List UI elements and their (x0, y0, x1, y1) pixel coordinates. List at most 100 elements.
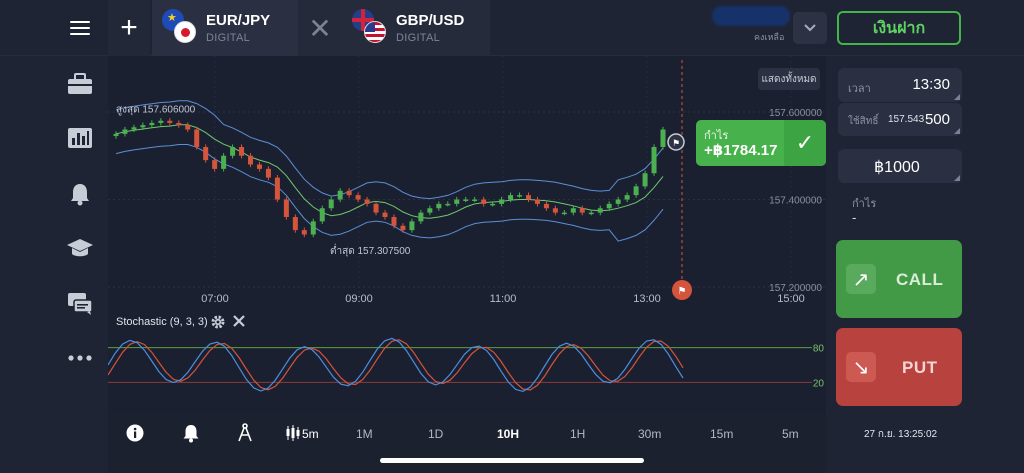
expiry-time-selector[interactable]: เวลา 13:30 (838, 68, 962, 102)
call-button[interactable]: ↗ CALL (836, 240, 962, 318)
timeframe-1H[interactable]: 1H (570, 427, 586, 441)
portfolio-button[interactable] (64, 70, 96, 98)
strike-price: 157.543 (888, 114, 925, 125)
position-profit-value: +฿1784.17 (704, 142, 778, 159)
candle (508, 195, 514, 200)
candle (319, 208, 325, 222)
candle (418, 212, 424, 222)
deposit-button[interactable]: เงินฝาก (837, 11, 961, 45)
bollinger-lower-line (115, 144, 664, 242)
candle (239, 147, 245, 156)
candle (158, 120, 164, 123)
gear-icon (211, 315, 225, 329)
candle (355, 195, 361, 200)
candle (274, 177, 280, 200)
candle (364, 199, 370, 204)
candle (301, 230, 307, 235)
candle (230, 147, 236, 156)
investment-amount-input[interactable]: ฿1000 (838, 149, 962, 183)
info-button[interactable] (124, 422, 146, 444)
candle (131, 127, 137, 130)
candles-icon (286, 425, 300, 441)
graduation-cap-icon (67, 239, 93, 257)
more-button[interactable] (64, 344, 96, 372)
alerts-button[interactable] (180, 422, 202, 444)
open-position-profit-card[interactable]: กำไร +฿1784.17 ✓ (696, 120, 826, 166)
bollinger-upper-line (115, 100, 664, 200)
candle (391, 217, 397, 226)
show-all-button[interactable]: แสดงทั้งหมด (758, 68, 820, 90)
price-chart[interactable]: 157.600000 157.400000 157.200000 07:00 09:00… (108, 56, 826, 413)
candle (221, 155, 227, 169)
candle (203, 147, 209, 161)
timeframe-1D[interactable]: 1D (428, 427, 444, 441)
put-label: PUT (902, 358, 938, 377)
put-button[interactable]: ↘ PUT (836, 328, 962, 406)
candle (122, 129, 128, 134)
candle (606, 203, 612, 209)
menu-button[interactable] (60, 10, 100, 46)
home-indicator[interactable] (380, 458, 644, 463)
candle (472, 199, 478, 201)
strike-label: ใช้สิทธิ์ (848, 116, 879, 127)
candle (176, 122, 182, 126)
add-asset-button[interactable]: + (108, 0, 150, 56)
time-tick-label: 15:00 (777, 293, 805, 305)
drawing-tools-button[interactable] (234, 422, 256, 444)
close-position-button[interactable]: ✓ (784, 120, 826, 166)
time-tick-label: 09:00 (345, 293, 373, 305)
info-icon (126, 424, 144, 442)
close-icon: ✕ (308, 12, 332, 44)
price-tick-label: 157.400000 (769, 196, 822, 207)
candle (552, 208, 558, 213)
chart-area[interactable] (108, 56, 826, 413)
candle (373, 203, 379, 213)
close-tab-button[interactable]: ✕ (298, 0, 342, 56)
timeframe-15m[interactable]: 15m (710, 427, 734, 441)
candle (534, 199, 540, 204)
stoch-level-label: 20 (813, 378, 825, 389)
timeframe-5m[interactable]: 5m (782, 427, 799, 441)
left-sidebar (0, 56, 108, 473)
candle (328, 199, 334, 209)
position-profit-label: กำไร (704, 130, 729, 142)
education-button[interactable] (64, 234, 96, 262)
tab-kind-label: DIGITAL (396, 32, 441, 44)
moving-average-line (115, 124, 664, 219)
expected-profit-label: กำไร (852, 198, 877, 210)
candle-interval-label[interactable]: 5m (302, 427, 319, 441)
bar-chart-icon (68, 128, 92, 148)
balance-dropdown-button[interactable] (793, 12, 827, 44)
analytics-button[interactable] (64, 124, 96, 152)
candle (543, 203, 549, 209)
bell-icon (71, 184, 89, 206)
candle (624, 195, 630, 200)
investment-amount-value: ฿1000 (874, 159, 920, 176)
close-icon (233, 315, 245, 327)
timeframe-30m[interactable]: 30m (638, 427, 662, 441)
chat-button[interactable] (64, 290, 96, 318)
candle (454, 199, 460, 204)
balance-value-hidden[interactable] (712, 6, 790, 26)
candle (212, 160, 218, 169)
gbp-usd-flags-icon (352, 9, 388, 47)
candle (579, 208, 585, 213)
expiry-time-label: เวลา (848, 83, 871, 95)
notifications-button[interactable] (64, 180, 96, 208)
indicator-remove-button[interactable] (232, 314, 246, 333)
tab-pair-label: EUR/JPY (206, 12, 271, 29)
indicator-settings-button[interactable] (210, 314, 226, 335)
tab-gbpusd[interactable]: GBP/USD DIGITAL (342, 0, 490, 56)
candle (382, 212, 388, 217)
price-tick-label: 157.200000 (769, 283, 822, 294)
candle-type-button[interactable] (284, 422, 302, 444)
stoch-level-label: 80 (813, 344, 825, 355)
tab-eurjpy[interactable]: EUR/JPY DIGITAL (152, 0, 298, 56)
candle (633, 186, 639, 196)
candle (248, 155, 254, 165)
timeframe-10H[interactable]: 10H (497, 427, 520, 441)
candle (517, 195, 523, 197)
strike-selector[interactable]: ใช้สิทธิ์ 157.543 500 (838, 103, 962, 136)
tab-kind-label: DIGITAL (206, 32, 251, 44)
timeframe-1M[interactable]: 1M (356, 427, 373, 441)
